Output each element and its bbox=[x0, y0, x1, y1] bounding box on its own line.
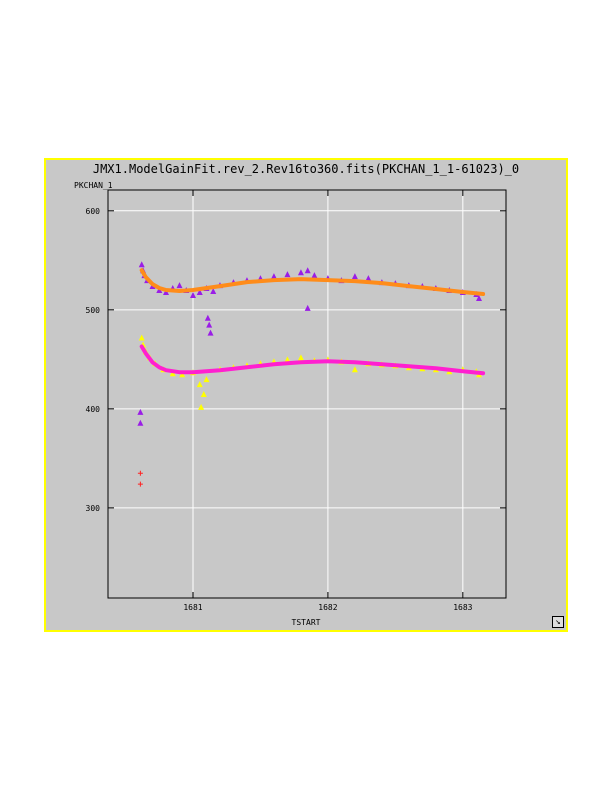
upper-points-point bbox=[351, 273, 358, 280]
plot-window: JMX1.ModelGainFit.rev_2.Rev16to360.fits(… bbox=[44, 158, 568, 632]
x-tick-label: 1683 bbox=[453, 603, 472, 612]
lower-fit-line bbox=[139, 344, 486, 376]
upper-points-point bbox=[476, 294, 483, 301]
plot-frame bbox=[107, 189, 507, 599]
lower-points-point bbox=[203, 376, 210, 383]
upper-points-point bbox=[304, 267, 311, 274]
lower-points-point bbox=[351, 366, 358, 373]
upper-points-point bbox=[196, 289, 203, 295]
upper-points-point bbox=[304, 304, 311, 311]
x-tick-label: 1682 bbox=[318, 603, 337, 612]
upper-points-point bbox=[206, 321, 213, 328]
outlier-cross-point bbox=[137, 481, 143, 487]
upper-points-point bbox=[204, 314, 211, 321]
plot-area bbox=[107, 189, 507, 599]
outlier-triangles-point bbox=[137, 419, 144, 426]
y-tick-label: 400 bbox=[86, 405, 101, 414]
upper-fit-line bbox=[139, 268, 486, 296]
upper-points-point bbox=[176, 282, 183, 289]
resize-handle-icon[interactable]: ↘ bbox=[552, 616, 564, 628]
chart-plot: 1681 1682 1683 300 400 500 600 bbox=[86, 189, 507, 612]
x-axis-label: TSTART bbox=[291, 618, 321, 627]
upper-points-point bbox=[365, 275, 372, 282]
chart-title: JMX1.ModelGainFit.rev_2.Rev16to360.fits(… bbox=[92, 162, 520, 176]
lower-points-point bbox=[196, 381, 203, 388]
upper-points-point bbox=[210, 288, 217, 295]
upper-points-point bbox=[189, 291, 196, 298]
y-tick-label: 600 bbox=[86, 207, 101, 216]
lower-points-point bbox=[284, 356, 291, 363]
upper-points-point bbox=[297, 269, 304, 276]
y-axis-label: PKCHAN_1 bbox=[74, 181, 113, 190]
outlier-triangles-point bbox=[137, 408, 144, 415]
y-tick-label: 300 bbox=[86, 504, 101, 513]
outlier-cross-point bbox=[137, 470, 143, 476]
upper-points-point bbox=[207, 329, 214, 336]
upper-points-point bbox=[311, 272, 318, 279]
lower-points-point bbox=[200, 391, 207, 397]
upper-points-point bbox=[138, 261, 145, 268]
lower-points-point bbox=[138, 334, 145, 341]
lower-points-point bbox=[198, 403, 205, 410]
x-tick-label: 1681 bbox=[183, 603, 202, 612]
y-tick-label: 500 bbox=[86, 306, 101, 315]
upper-points-point bbox=[270, 273, 277, 280]
upper-points-point bbox=[284, 271, 291, 278]
lower-points-point bbox=[297, 354, 304, 361]
